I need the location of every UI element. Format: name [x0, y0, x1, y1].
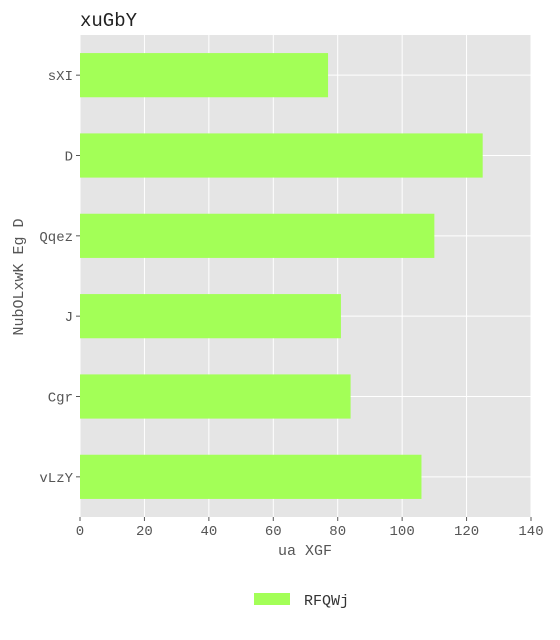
y-tick-label: vLzY — [39, 471, 73, 487]
x-tick-label: 60 — [265, 524, 282, 540]
bar — [80, 133, 483, 178]
y-axis-ticks: sXI D Qqez J Cgr vLzY — [39, 69, 80, 487]
x-axis-ticks: 0 20 40 60 80 100 120 140 — [76, 517, 544, 540]
plot-background — [80, 35, 531, 517]
x-tick-label: 40 — [200, 524, 217, 540]
bar — [80, 374, 351, 419]
x-tick-label: 100 — [390, 524, 415, 540]
y-tick-label: J — [65, 310, 73, 326]
y-tick-label: Qqez — [39, 230, 73, 246]
y-tick-label: D — [65, 150, 73, 166]
x-tick-label: 120 — [454, 524, 479, 540]
bar — [80, 454, 422, 499]
chart-title: xuGbY — [80, 10, 138, 32]
x-tick-label: 0 — [76, 524, 84, 540]
x-axis-label: ua XGF — [278, 543, 332, 560]
legend: RFQWj — [254, 593, 349, 610]
bar — [80, 53, 329, 98]
y-tick-label: Cgr — [48, 391, 73, 407]
bars — [80, 53, 483, 499]
y-tick-label: sXI — [48, 69, 73, 85]
x-tick-label: 20 — [136, 524, 153, 540]
bar — [80, 294, 341, 339]
legend-label: RFQWj — [304, 593, 349, 610]
bar — [80, 213, 435, 258]
x-tick-label: 80 — [329, 524, 346, 540]
x-tick-label: 140 — [518, 524, 543, 540]
y-axis-label: NubOLxwK Eg D — [11, 218, 28, 335]
legend-swatch — [254, 593, 290, 605]
